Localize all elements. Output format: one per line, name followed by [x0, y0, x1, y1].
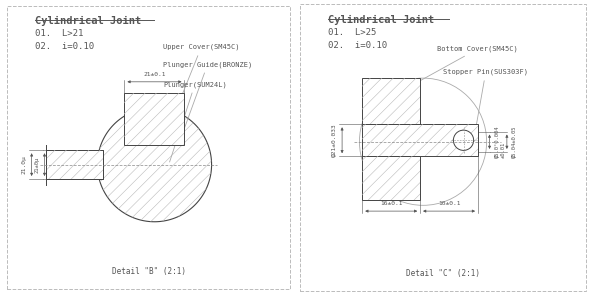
- Text: 10±0.1: 10±0.1: [438, 201, 461, 206]
- Text: 02.  i=0.10: 02. i=0.10: [328, 40, 387, 50]
- PathPatch shape: [46, 150, 103, 179]
- PathPatch shape: [362, 124, 478, 156]
- Text: φ5.0°0.004
±0.01: φ5.0°0.004 ±0.01: [494, 125, 506, 158]
- Text: Upper Cover(SM45C): Upper Cover(SM45C): [163, 44, 240, 94]
- Text: φ5.04±0.05: φ5.04±0.05: [512, 125, 517, 158]
- Circle shape: [453, 130, 474, 150]
- PathPatch shape: [124, 93, 184, 145]
- Text: Stopper Pin(SUS303F): Stopper Pin(SUS303F): [443, 69, 528, 137]
- Text: Plunger Guide(BRONZE): Plunger Guide(BRONZE): [163, 61, 252, 133]
- Text: Bottom Cover(SM45C): Bottom Cover(SM45C): [417, 46, 518, 83]
- PathPatch shape: [46, 150, 103, 179]
- Text: 21±0µ: 21±0µ: [35, 157, 39, 173]
- Bar: [46, 150, 103, 179]
- Text: Detail "C" (2:1): Detail "C" (2:1): [406, 268, 480, 278]
- Text: 01.  L>21: 01. L>21: [35, 29, 83, 38]
- Text: 01.  L>25: 01. L>25: [328, 27, 376, 37]
- Text: 21.0µ: 21.0µ: [21, 155, 27, 174]
- Text: φ21±0.033: φ21±0.033: [332, 123, 337, 157]
- Text: Cylindrical Joint: Cylindrical Joint: [328, 14, 434, 24]
- Text: 02.  i=0.10: 02. i=0.10: [35, 42, 93, 51]
- Text: 21±0.1: 21±0.1: [143, 72, 166, 77]
- PathPatch shape: [362, 156, 420, 199]
- PathPatch shape: [98, 107, 212, 222]
- Text: Detail "B" (2:1): Detail "B" (2:1): [112, 267, 186, 276]
- Text: Cylindrical Joint: Cylindrical Joint: [35, 16, 141, 26]
- PathPatch shape: [362, 78, 420, 124]
- Text: 16±0.1: 16±0.1: [380, 201, 402, 206]
- Text: Plunger(SUM24L): Plunger(SUM24L): [163, 81, 227, 162]
